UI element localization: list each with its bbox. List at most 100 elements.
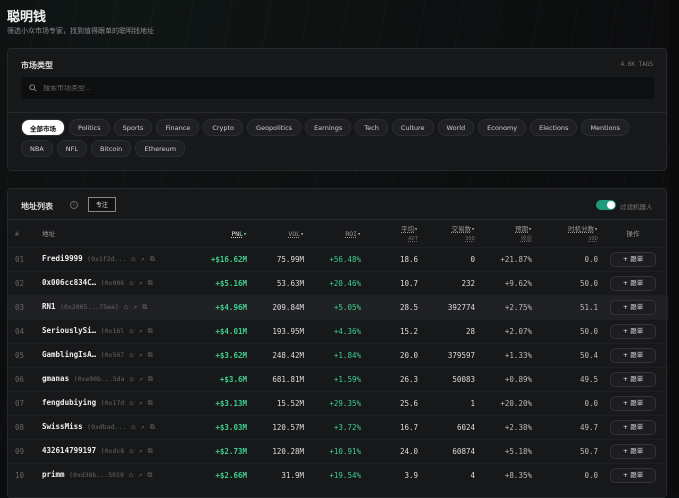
trader-name[interactable]: 0x006cc834C…: [42, 278, 97, 287]
trader-name[interactable]: fengdubiying: [42, 398, 97, 407]
trader-name[interactable]: primm: [42, 470, 65, 480]
tag-icon[interactable]: ⌂: [131, 423, 136, 431]
copy-icon[interactable]: ⧉: [147, 447, 153, 455]
chip-nfl[interactable]: NFL: [56, 140, 88, 157]
wallet-hash: (0x16l: [100, 327, 125, 335]
chip-tech[interactable]: Tech: [355, 119, 388, 136]
external-link-icon[interactable]: ↗: [140, 255, 145, 263]
table-row[interactable]: 08 SwissMiss (0xdbad... ⌂ ↗ ⧉ +$3.03M 120.5…: [8, 414, 668, 439]
chip-geopolitics[interactable]: Geopolitics: [247, 119, 302, 136]
follow-button[interactable]: + 跟单: [610, 371, 656, 387]
follow-button[interactable]: + 跟单: [610, 395, 656, 411]
table-row[interactable]: 04 SeriouslySi… (0x16l ⌂ ↗ ⧉ +$4.01M 193.95…: [8, 318, 668, 343]
col-avg[interactable]: 平均▾ ADT: [365, 223, 422, 247]
tag-icon[interactable]: ⌂: [129, 447, 134, 455]
timing-value: 50.0: [536, 318, 602, 343]
external-link-icon[interactable]: ↗: [138, 447, 143, 455]
trader-name[interactable]: 432614799197: [42, 446, 97, 455]
copy-icon[interactable]: ⧉: [147, 375, 153, 383]
external-link-icon[interactable]: ↗: [138, 279, 143, 287]
chip-nba[interactable]: NBA: [21, 140, 53, 157]
trader-name[interactable]: gmanas: [42, 374, 70, 383]
follow-button[interactable]: + 跟单: [610, 347, 656, 363]
table-row[interactable]: 05 GamblingIsA… (0x507 ⌂ ↗ ⧉ +$3.62M 248.42…: [8, 342, 668, 367]
chip-sports[interactable]: Sports: [113, 119, 153, 136]
copy-icon[interactable]: ⧉: [142, 303, 148, 311]
external-link-icon[interactable]: ↗: [132, 303, 138, 311]
chip-culture[interactable]: Culture: [391, 119, 434, 136]
table-row[interactable]: 07 fengdubiying (0x17d ⌂ ↗ ⧉ +$3.13M 15.52M…: [8, 390, 668, 415]
chip-bitcoin[interactable]: Bitcoin: [91, 140, 132, 157]
trader-name[interactable]: SwissMiss: [42, 422, 83, 431]
trader-name[interactable]: Fredi9999: [42, 254, 83, 263]
col-timing[interactable]: 时机分数▾ 30D: [536, 223, 602, 247]
chip-finance[interactable]: Finance: [156, 119, 200, 136]
table-row[interactable]: 09 432614799197 (0xdc8 ⌂ ↗ ⧉ +$2.73M 120.28…: [8, 438, 668, 463]
follow-button[interactable]: + 跟单: [610, 299, 656, 315]
tag-icon[interactable]: ⌂: [129, 399, 134, 407]
table-row[interactable]: 01 Fredi9999 (0x1f2d... ⌂ ↗ ⧉ +$16.62M 75.9…: [8, 246, 668, 271]
copy-icon[interactable]: ⧉: [147, 471, 153, 480]
tag-icon[interactable]: ⌂: [129, 375, 134, 383]
copy-icon[interactable]: ⧉: [149, 255, 155, 263]
market-search-input[interactable]: [43, 84, 606, 92]
table-row[interactable]: 06 gmanas (0xe90b...5da ⌂ ↗ ⧉ +$3.6M 681.81…: [8, 366, 668, 391]
chip-politics[interactable]: Politics: [69, 119, 110, 136]
vol-value: 120.57M: [251, 414, 308, 439]
follow-button[interactable]: + 跟单: [610, 323, 656, 339]
tag-icon[interactable]: ⌂: [131, 255, 136, 263]
follow-button[interactable]: + 跟单: [610, 275, 656, 291]
follow-button[interactable]: + 跟单: [610, 419, 656, 435]
external-link-icon[interactable]: ↗: [138, 327, 143, 335]
vol-value: 75.99M: [251, 246, 308, 271]
col-vol-label: VOL: [288, 230, 301, 239]
tag-icon[interactable]: ⌂: [123, 303, 128, 311]
tag-icon[interactable]: ⌂: [129, 279, 134, 287]
col-pnl[interactable]: PNL▾: [203, 223, 251, 247]
info-icon[interactable]: i: [70, 201, 78, 209]
follow-button[interactable]: + 跟单: [610, 251, 656, 267]
external-link-icon[interactable]: ↗: [138, 471, 143, 480]
filter-bots-toggle[interactable]: [596, 200, 616, 210]
chip-mentions[interactable]: Mentions: [581, 119, 630, 136]
chip-economy[interactable]: Economy: [478, 119, 527, 136]
chip-all-markets[interactable]: 全部市场: [21, 119, 65, 136]
copy-icon[interactable]: ⧉: [149, 423, 155, 431]
chip-crypto[interactable]: Crypto: [203, 119, 244, 136]
external-link-icon[interactable]: ↗: [138, 375, 143, 383]
copy-icon[interactable]: ⧉: [147, 279, 153, 287]
chip-elections[interactable]: Elections: [530, 119, 578, 136]
row-rank: 01: [8, 246, 38, 271]
action-cell: + 跟单: [602, 246, 668, 271]
chip-ethereum[interactable]: Ethereum: [135, 140, 186, 157]
col-vol[interactable]: VOL▾: [251, 223, 308, 247]
trades-value: 28: [422, 318, 479, 343]
avg-value: 10.7: [365, 270, 422, 295]
copy-icon[interactable]: ⧉: [147, 351, 153, 359]
copy-icon[interactable]: ⧉: [147, 399, 153, 407]
col-predict[interactable]: 预期▾ 收益: [479, 223, 536, 247]
sort-icon: ▾: [528, 225, 532, 234]
tag-icon[interactable]: ⌂: [128, 471, 134, 480]
external-link-icon[interactable]: ↗: [138, 399, 143, 407]
external-link-icon[interactable]: ↗: [140, 423, 145, 431]
tag-icon[interactable]: ⌂: [129, 351, 134, 359]
table-row[interactable]: 10 primm (0xd38b...5029 ⌂ ↗ ⧉ +$2.66M 31.9M…: [8, 462, 668, 487]
col-trades[interactable]: 交易数▾ 30D: [422, 223, 479, 247]
copy-icon[interactable]: ⧉: [147, 327, 153, 335]
predict-value: +0.89%: [479, 366, 536, 391]
action-cell: + 跟单: [602, 462, 668, 487]
table-row[interactable]: 02 0x006cc834C… (0x006 ⌂ ↗ ⧉ +$5.16M 53.63M…: [8, 270, 668, 295]
chip-world[interactable]: World: [437, 119, 475, 136]
trader-name[interactable]: SeriouslySi…: [42, 326, 97, 335]
trader-name[interactable]: RN1: [42, 302, 56, 311]
table-row[interactable]: 03 RN1 (0x2005...75ea) ⌂ ↗ ⧉ +$4.96M 209.84…: [8, 294, 668, 319]
trader-name[interactable]: GamblingIsA…: [42, 350, 97, 359]
tag-icon[interactable]: ⌂: [129, 327, 134, 335]
follow-button[interactable]: + 跟单: [610, 467, 656, 483]
col-roi[interactable]: ROI▾: [308, 223, 365, 247]
follow-button[interactable]: + 跟单: [610, 443, 656, 459]
chip-earnings[interactable]: Earnings: [305, 119, 352, 136]
focus-filter-button[interactable]: 专注: [88, 197, 117, 212]
external-link-icon[interactable]: ↗: [138, 351, 143, 359]
